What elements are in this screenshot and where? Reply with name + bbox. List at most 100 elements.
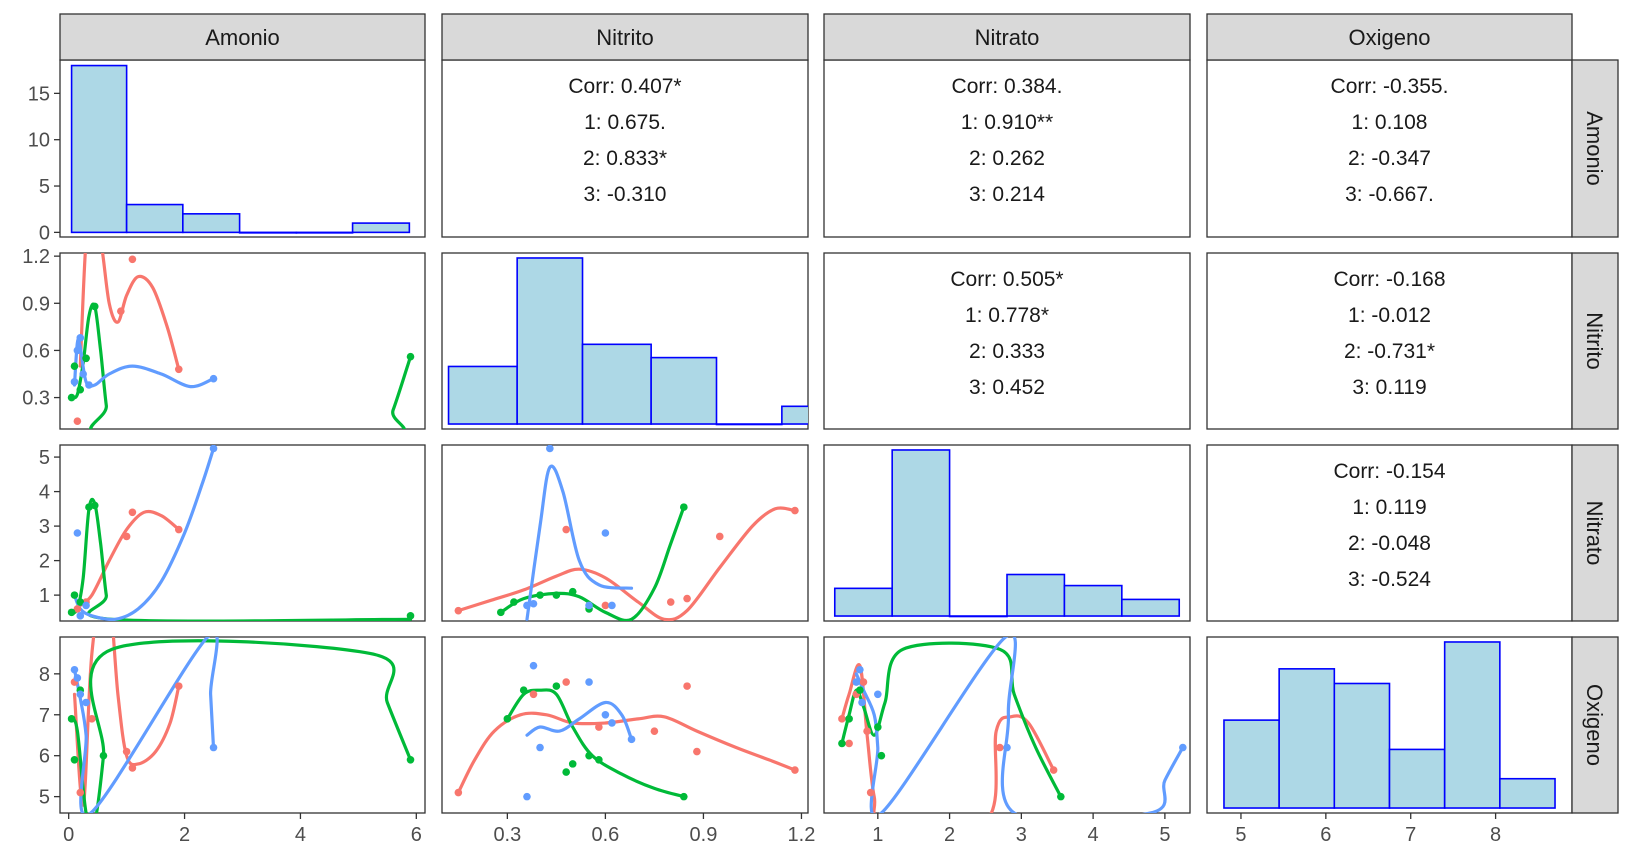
data-point-group-2 <box>406 755 415 764</box>
x-axis-amonio: 0 2 4 6 <box>63 813 422 846</box>
corr-group-label: 3: -0.667. <box>1345 183 1434 206</box>
data-point-group-3 <box>73 674 82 682</box>
data-point-group-3 <box>585 601 593 610</box>
y-axis-nitrito: 0.3 0.6 0.9 1.2 <box>22 246 60 410</box>
data-point-group-2 <box>552 682 561 690</box>
y-axis-oxigeno: 5 6 7 8 <box>39 664 60 809</box>
strip-label: Oxigeno <box>1582 684 1607 766</box>
smooth-line-group-1 <box>840 662 1056 813</box>
smooth-line-group-3 <box>525 700 634 741</box>
x-tick-label: 0.3 <box>493 824 521 846</box>
corr-group-label: 3: 0.452 <box>969 376 1045 399</box>
data-point-group-2 <box>99 751 108 760</box>
data-point-group-3 <box>1003 743 1011 752</box>
x-tick-label: 0 <box>63 824 74 846</box>
data-point-group-2 <box>1057 792 1065 801</box>
y-tick-label: 5 <box>39 176 50 198</box>
data-point-group-3 <box>76 690 85 699</box>
strip-row-amonio: Amonio <box>1571 59 1619 238</box>
strip-label: Nitrito <box>596 25 653 50</box>
data-point-group-3 <box>76 612 85 620</box>
data-point-group-3 <box>856 665 864 674</box>
panel-border <box>823 252 1191 430</box>
data-point-group-3 <box>627 735 636 744</box>
data-point-group-1 <box>1049 766 1058 774</box>
smooth-line-group-3 <box>72 446 216 621</box>
data-point-group-1 <box>683 594 691 603</box>
x-tick-label: 6 <box>1320 824 1331 846</box>
data-point-group-1 <box>122 532 131 541</box>
x-axis-nitrato: 1 2 3 4 5 <box>872 813 1170 846</box>
corr-group-label: 3: -0.524 <box>1348 568 1431 591</box>
hist-bar <box>650 356 718 425</box>
data-point-group-1 <box>128 255 137 264</box>
data-point-group-3 <box>73 346 82 355</box>
strip-label: Amonio <box>205 25 280 50</box>
data-point-group-2 <box>76 598 85 606</box>
x-tick-label: 1.2 <box>788 824 816 846</box>
data-point-group-3 <box>85 381 93 389</box>
strip-background <box>1571 252 1619 430</box>
hist-bar <box>1333 682 1391 809</box>
data-point-group-1 <box>595 723 603 731</box>
data-point-group-1 <box>996 743 1004 752</box>
strip-background <box>823 13 1191 61</box>
smooth-line-group-3 <box>854 637 1185 813</box>
strip-col-nitrato: Nitrato <box>823 13 1191 61</box>
data-point-group-2 <box>680 503 688 511</box>
x-tick-label: 8 <box>1490 824 1501 846</box>
strip-background <box>59 13 426 61</box>
hist-bar <box>715 423 783 426</box>
hist-bar <box>295 231 354 234</box>
correlation-nitrito-nitrato: Corr: 0.505* 1: 0.778* 2: 0.333 3: 0.452 <box>950 268 1063 399</box>
data-point-group-1 <box>174 365 183 374</box>
data-point-group-3 <box>73 529 82 537</box>
data-point-group-1 <box>76 788 85 797</box>
data-point-group-3 <box>608 601 616 610</box>
data-point-group-2 <box>838 739 846 748</box>
data-point-group-1 <box>73 417 82 425</box>
correlation-amonio-oxigeno: Corr: -0.355. 1: 0.108 2: -0.347 3: -0.667. <box>1331 75 1449 206</box>
data-point-group-3 <box>858 698 866 707</box>
x-tick-label: 1 <box>872 824 883 846</box>
data-point-group-3 <box>70 665 79 674</box>
x-tick-label: 7 <box>1405 824 1416 846</box>
strip-col-oxigeno: Oxigeno <box>1206 13 1573 61</box>
panel-oxigeno-nitrito <box>441 636 809 814</box>
data-point-group-2 <box>568 760 577 768</box>
y-tick-label: 1.2 <box>22 246 50 268</box>
x-tick-label: 5 <box>1159 824 1170 846</box>
strip-layer: Amonio Nitrito Nitrato Oxigeno Amonio Nitrito… <box>59 13 1619 814</box>
data-point-group-3 <box>79 370 87 378</box>
panel-oxigeno-nitrato <box>823 636 1191 814</box>
data-point-group-2 <box>877 751 886 760</box>
panel-border <box>1206 252 1573 430</box>
data-point-group-3 <box>523 601 531 610</box>
y-tick-label: 3 <box>39 516 50 538</box>
strip-label: Oxigeno <box>1349 25 1431 50</box>
data-point-group-2 <box>845 715 853 723</box>
corr-overall-label: Corr: -0.168 <box>1333 268 1445 291</box>
hist-bar <box>125 203 184 234</box>
y-tick-label: 1 <box>39 585 50 607</box>
correlation-amonio-nitrito: Corr: 0.407* 1: 0.675. 2: 0.833* 3: -0.310 <box>568 75 681 206</box>
data-point-group-2 <box>503 715 512 723</box>
histogram-amonio <box>70 64 411 234</box>
hist-bar <box>1499 777 1556 809</box>
x-axis-nitrito: 0.3 0.6 0.9 1.2 <box>493 813 815 846</box>
hist-bar <box>891 449 951 617</box>
panel-border <box>59 252 426 430</box>
y-axis-amonio: 0 5 10 15 <box>28 83 60 244</box>
smooth-line-group-3 <box>72 637 219 813</box>
panel-amonio-nitrito: Corr: 0.407* 1: 0.675. 2: 0.833* 3: -0.310 <box>441 59 809 238</box>
y-tick-label: 0 <box>39 222 50 244</box>
data-point-group-1 <box>454 606 463 615</box>
data-point-group-1 <box>845 739 853 748</box>
corr-group-label: 3: 0.119 <box>1352 376 1426 399</box>
data-point-group-1 <box>122 747 131 756</box>
data-point-group-3 <box>76 334 85 342</box>
scatter-nitrato-nitrito <box>454 445 799 621</box>
data-point-group-3 <box>546 445 554 453</box>
data-point-group-3 <box>209 445 218 453</box>
data-point-group-3 <box>536 743 544 752</box>
